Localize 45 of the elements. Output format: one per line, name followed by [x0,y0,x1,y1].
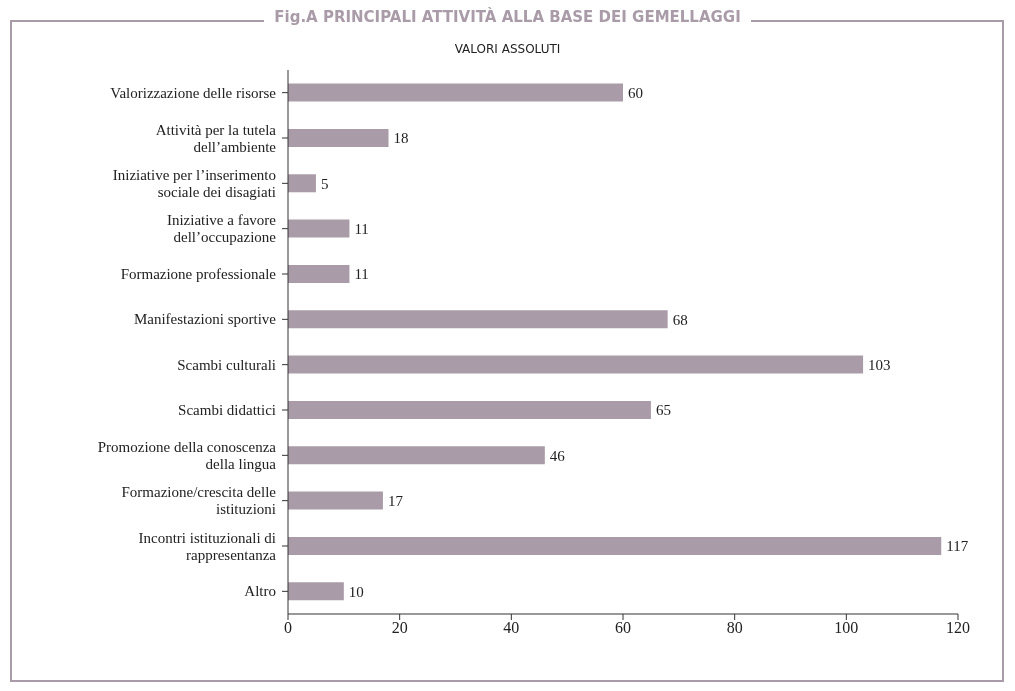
bar [288,219,350,238]
y-tick-label: Formazione professionale [120,266,277,282]
x-tick-label: 0 [284,619,292,637]
data-label: 46 [549,447,566,464]
bar [288,128,389,147]
x-tick-label: 20 [391,619,408,637]
bar [288,446,545,465]
data-label: 68 [672,311,688,328]
bar [288,536,942,555]
data-label: 18 [393,130,409,147]
data-label: 5 [320,175,329,192]
y-tick-label: Promozione della conoscenza della lingua [97,438,277,472]
x-tick-label: 120 [946,619,970,637]
x-tick-label: 80 [726,619,743,637]
chart-subtitle: VALORI ASSOLUTI [453,42,562,56]
bar [288,264,350,283]
y-tick-label: Scambi didattici [178,402,276,418]
y-tick-label: Formazione/crescita delle istituzioni [121,484,277,518]
bar [288,491,383,510]
y-tick-label: Attività per la tutela dell’ambiente [155,121,277,155]
data-label: 11 [354,266,369,283]
data-label: 60 [628,84,643,101]
bar [288,174,316,193]
x-tick-label: 100 [834,619,859,637]
bar [288,310,668,329]
y-tick-label: Iniziative per l’inserimento sociale dei disagiati [112,166,276,200]
y-tick-label: Scambi culturali [177,356,276,373]
bar [288,400,651,419]
y-tick-label: Incontri istituzionali di rappresentanza [138,529,277,563]
y-tick-label: Altro [244,583,276,600]
bar [288,582,344,601]
data-label: 11 [354,220,369,237]
y-tick-label: Iniziative a favore dell’occupazione [166,212,277,246]
x-tick-label: 40 [503,619,520,637]
bar [288,355,864,374]
bar [288,83,623,102]
data-label: 17 [387,492,404,509]
y-tick-label: Valorizzazione delle risorse [110,84,277,101]
chart-title: Fig.A PRINCIPALI ATTIVITÀ ALLA BASE DEI GEMELLAGGI [264,8,751,26]
x-tick-label: 60 [615,619,631,637]
data-label: 65 [655,402,671,419]
data-label: 10 [348,583,364,600]
data-label: 117 [946,538,969,555]
data-label: 103 [868,356,891,373]
y-tick-label: Manifestazioni sportive [133,311,277,328]
